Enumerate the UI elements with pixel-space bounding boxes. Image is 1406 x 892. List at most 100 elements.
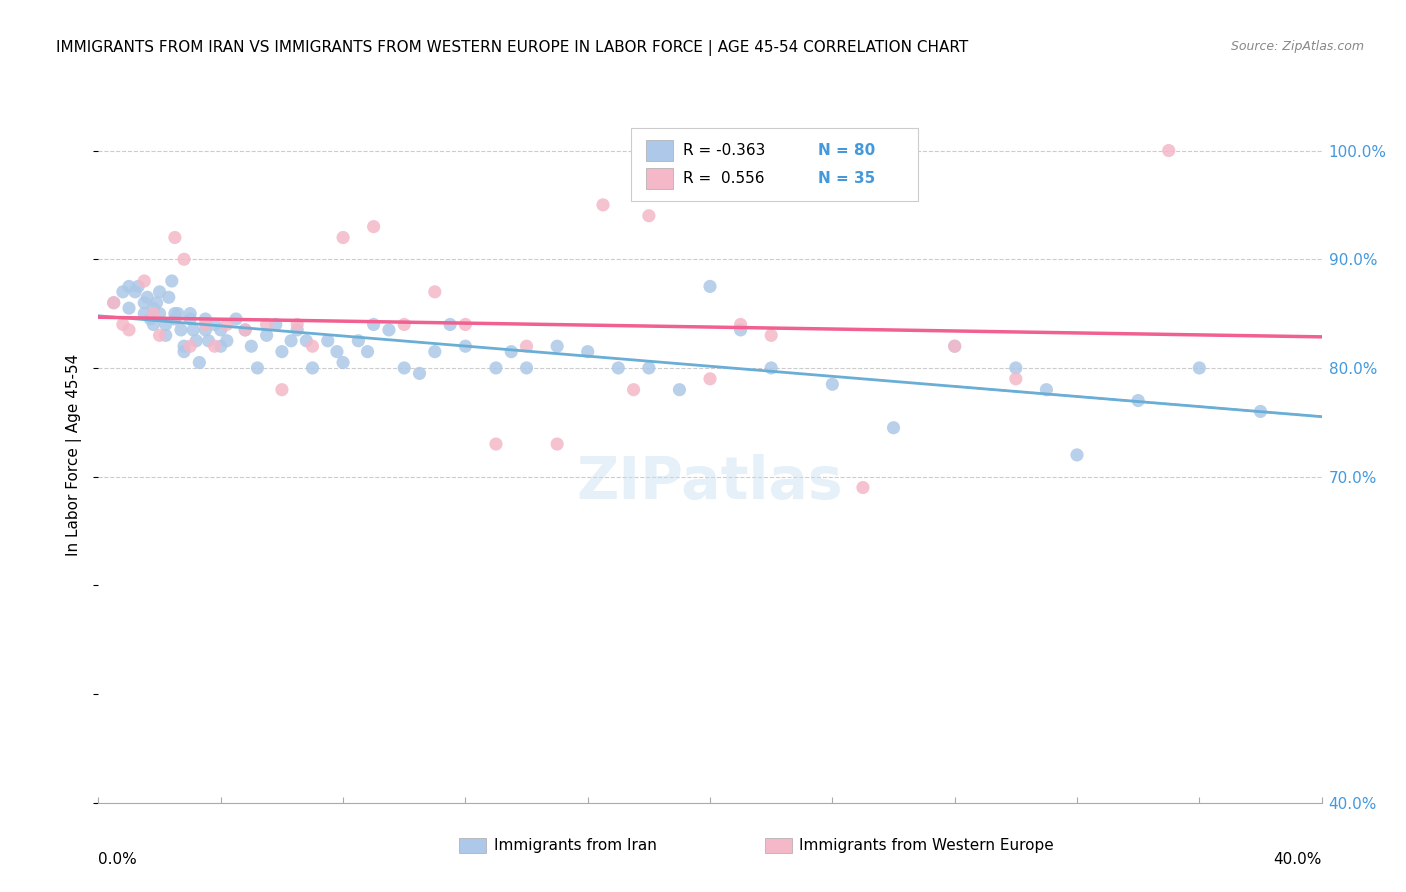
Point: [1004, 361, 1026, 376]
Point: [347, 334, 370, 348]
Point: [127, 279, 149, 293]
Point: [160, 274, 183, 288]
Point: [149, 328, 172, 343]
Point: [454, 339, 477, 353]
Point: [179, 307, 201, 321]
Point: [699, 279, 721, 293]
Point: [145, 295, 167, 310]
Point: [134, 274, 156, 288]
FancyBboxPatch shape: [460, 838, 486, 853]
Point: [186, 334, 208, 348]
Point: [163, 230, 186, 244]
Text: N = 80: N = 80: [818, 143, 875, 158]
Text: N = 35: N = 35: [818, 171, 875, 186]
Point: [149, 285, 172, 299]
Point: [264, 318, 287, 332]
Point: [546, 437, 568, 451]
Point: [699, 372, 721, 386]
Point: [1004, 372, 1026, 386]
Point: [637, 361, 661, 376]
Point: [256, 328, 278, 343]
Point: [179, 312, 201, 326]
Point: [215, 318, 238, 332]
Point: [204, 318, 226, 332]
FancyBboxPatch shape: [647, 140, 673, 161]
Point: [173, 339, 195, 353]
Point: [103, 295, 125, 310]
FancyBboxPatch shape: [630, 128, 918, 201]
Point: [103, 295, 125, 310]
Point: [233, 323, 256, 337]
Point: [142, 307, 165, 321]
Point: [170, 323, 193, 337]
Point: [301, 361, 323, 376]
Point: [270, 344, 292, 359]
Text: 40.0%: 40.0%: [1274, 852, 1322, 866]
Point: [136, 290, 159, 304]
Point: [155, 318, 177, 332]
Point: [295, 334, 318, 348]
Point: [1157, 144, 1180, 158]
Point: [592, 198, 614, 212]
Point: [516, 361, 538, 376]
Point: [1188, 361, 1211, 376]
Point: [225, 312, 247, 326]
Point: [240, 339, 263, 353]
Point: [246, 361, 269, 376]
Point: [233, 323, 256, 337]
Point: [363, 219, 385, 234]
Point: [454, 318, 477, 332]
Point: [194, 312, 217, 326]
Text: Source: ZipAtlas.com: Source: ZipAtlas.com: [1230, 40, 1364, 54]
Point: [759, 328, 782, 343]
Point: [197, 334, 219, 348]
Point: [637, 209, 661, 223]
Text: Immigrants from Western Europe: Immigrants from Western Europe: [800, 838, 1054, 853]
Point: [204, 339, 226, 353]
Point: [111, 318, 134, 332]
Point: [623, 383, 645, 397]
Point: [188, 355, 211, 369]
Point: [576, 344, 599, 359]
Point: [179, 339, 201, 353]
Point: [285, 323, 308, 337]
Point: [285, 318, 308, 332]
Point: [139, 312, 162, 326]
FancyBboxPatch shape: [647, 169, 673, 189]
Point: [111, 285, 134, 299]
Point: [173, 344, 195, 359]
Point: [730, 323, 752, 337]
Point: [157, 290, 180, 304]
Point: [280, 334, 302, 348]
Point: [332, 355, 354, 369]
Point: [194, 323, 217, 337]
Text: Immigrants from Iran: Immigrants from Iran: [494, 838, 657, 853]
Point: [215, 334, 238, 348]
Point: [326, 344, 349, 359]
Text: IMMIGRANTS FROM IRAN VS IMMIGRANTS FROM WESTERN EUROPE IN LABOR FORCE | AGE 45-5: IMMIGRANTS FROM IRAN VS IMMIGRANTS FROM …: [56, 40, 969, 56]
Point: [408, 367, 430, 381]
Text: ZIPatlas: ZIPatlas: [576, 454, 844, 511]
Point: [181, 323, 204, 337]
Point: [134, 295, 156, 310]
Point: [155, 328, 177, 343]
Text: R = -0.363: R = -0.363: [683, 143, 765, 158]
Point: [124, 285, 146, 299]
Point: [439, 318, 461, 332]
Point: [501, 344, 523, 359]
Point: [883, 421, 905, 435]
Y-axis label: In Labor Force | Age 45-54: In Labor Force | Age 45-54: [66, 354, 83, 556]
Point: [423, 285, 446, 299]
Point: [607, 361, 630, 376]
Point: [209, 339, 232, 353]
Point: [1128, 393, 1150, 408]
Point: [332, 230, 354, 244]
Point: [423, 344, 446, 359]
Point: [149, 307, 172, 321]
Point: [392, 318, 416, 332]
FancyBboxPatch shape: [765, 838, 792, 853]
Point: [485, 437, 508, 451]
Point: [1066, 448, 1088, 462]
Text: R =  0.556: R = 0.556: [683, 171, 765, 186]
Point: [142, 318, 165, 332]
